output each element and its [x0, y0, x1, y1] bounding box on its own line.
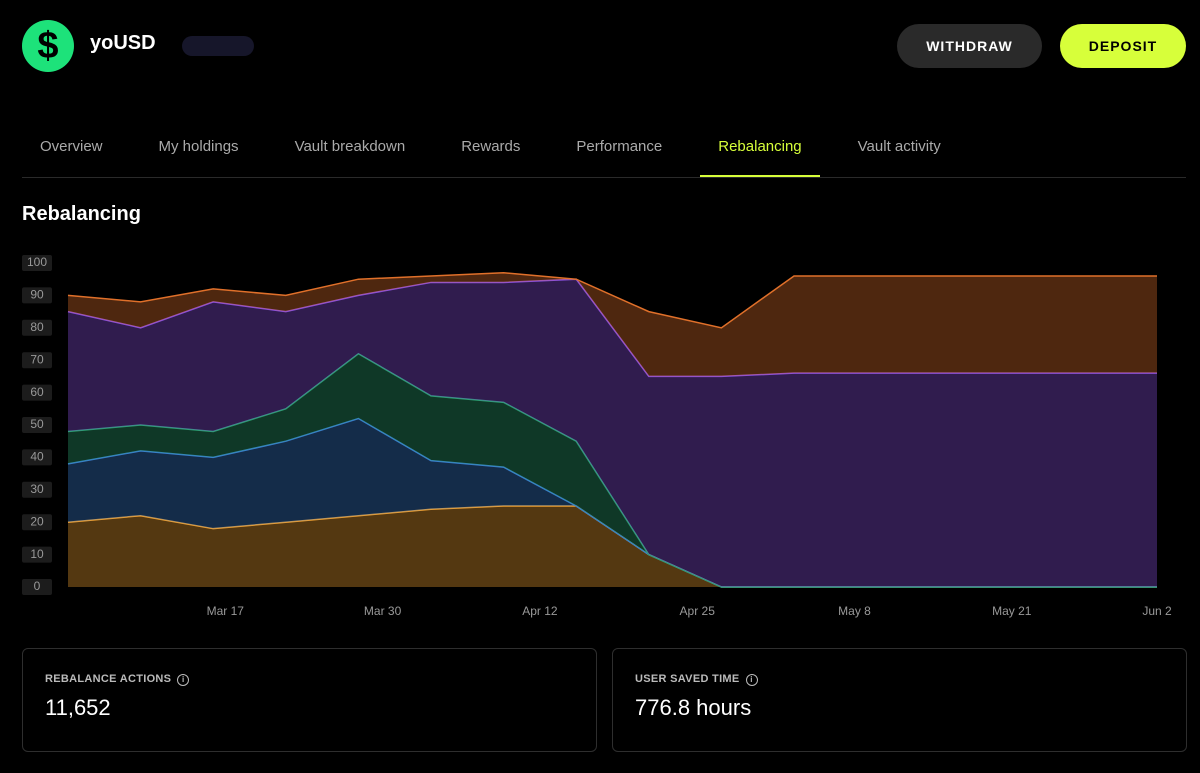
- y-tick-label: 0: [34, 579, 41, 593]
- tab[interactable]: My holdings: [158, 138, 239, 155]
- asset-badges: [182, 36, 254, 56]
- area-line: [67, 278, 1157, 378]
- y-tick-box: [22, 546, 52, 563]
- stat-value: 776.8 hours: [635, 695, 752, 720]
- y-tick-box: [22, 481, 52, 498]
- y-tick-label: 20: [30, 514, 44, 528]
- y-tick-box: [22, 417, 52, 433]
- x-tick-label: Apr 25: [680, 604, 716, 618]
- x-tick-label: May 8: [838, 604, 871, 618]
- info-icon[interactable]: i: [177, 674, 190, 686]
- y-tick-label: 30: [30, 482, 44, 496]
- stat-label-text: USER SAVED TIME: [635, 673, 740, 685]
- tab-bar: Overview My holdings Vault breakdown Reward…: [22, 128, 1186, 178]
- area: [68, 418, 1157, 587]
- chart: 0 10 20 30 40 50 60 70 80 90 100 Mar 17 Mar 30 Apr 12…: [22, 255, 1172, 618]
- y-tick-label: 40: [30, 450, 44, 464]
- tab[interactable]: Rebalancing: [700, 128, 820, 177]
- y-tick-box: [22, 255, 52, 271]
- y-tick-box: [22, 319, 52, 336]
- x-tick-label: Mar 17: [207, 604, 245, 618]
- y-tick-box: [22, 352, 52, 369]
- section-title: Rebalancing: [22, 203, 141, 225]
- y-tick-label: 60: [30, 385, 44, 399]
- vault-name: yoUSD: [90, 32, 156, 54]
- withdraw-button[interactable]: WITHDRAW: [897, 24, 1042, 68]
- y-tick-box: [22, 514, 52, 531]
- area: [68, 279, 1157, 587]
- area: [68, 272, 1157, 377]
- area-line: [67, 271, 1157, 329]
- x-tick-label: Mar 30: [364, 604, 402, 618]
- y-tick-label: 10: [30, 547, 44, 561]
- stat-value: 11,652: [45, 695, 111, 720]
- info-icon[interactable]: i: [745, 674, 758, 686]
- x-tick-label: May 21: [992, 604, 1032, 618]
- y-tick-label: 100: [27, 255, 47, 269]
- tab[interactable]: Performance: [576, 138, 663, 155]
- tab[interactable]: Vault breakdown: [294, 138, 406, 155]
- deposit-button[interactable]: DEPOSIT: [1060, 24, 1186, 68]
- y-tick-box: [22, 384, 52, 401]
- tab[interactable]: Overview: [40, 138, 103, 155]
- y-tick-label: 70: [30, 352, 44, 366]
- y-tick-box: [22, 579, 52, 595]
- area: [68, 353, 1157, 587]
- x-tick-label: Apr 12: [522, 604, 558, 618]
- stat-label: REBALANCE ACTIONS i: [45, 673, 190, 686]
- y-tick-label: 90: [30, 288, 44, 302]
- stat-label: USER SAVED TIME i: [635, 673, 758, 686]
- y-tick-label: 80: [30, 320, 44, 334]
- stat-card: REBALANCE ACTIONS i 11,652: [22, 648, 597, 752]
- y-tick-label: 50: [30, 417, 44, 431]
- tab[interactable]: Rewards: [461, 138, 521, 155]
- area: [68, 506, 1157, 587]
- stat-card: USER SAVED TIME i 776.8 hours: [612, 648, 1187, 752]
- x-tick-label: Jun 2: [1142, 604, 1172, 618]
- area-line: [67, 352, 1157, 588]
- tab[interactable]: Vault activity: [857, 138, 941, 155]
- stat-label-text: REBALANCE ACTIONS: [45, 673, 172, 685]
- y-tick-box: [22, 449, 52, 466]
- y-tick-box: [22, 287, 52, 304]
- logo: $: [22, 20, 74, 72]
